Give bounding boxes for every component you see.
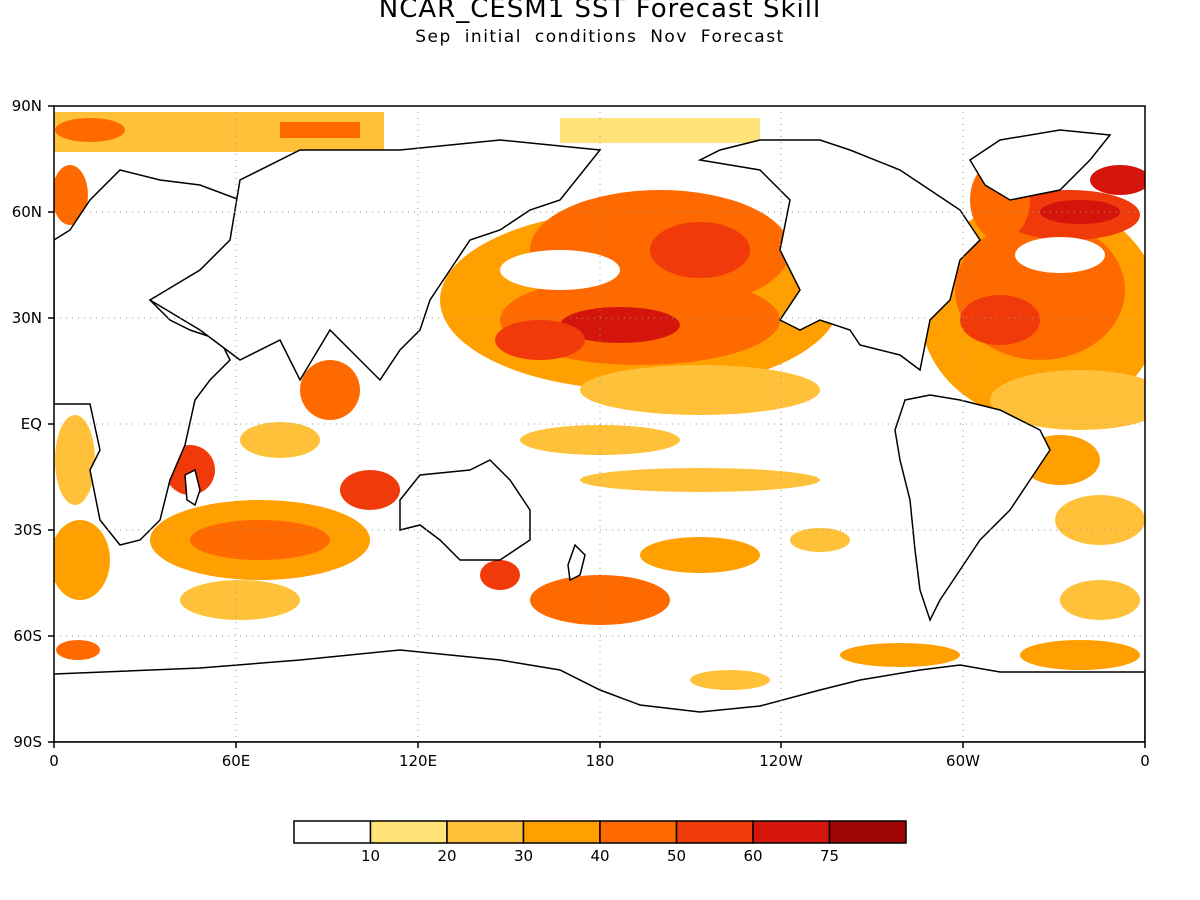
lat-label: 30N [12,309,42,327]
lat-label: 90S [13,733,42,751]
axis-ticks [48,105,1146,748]
colorbar-swatch [828,820,907,844]
colorbar-label: 10 [361,847,380,865]
colorbar-swatch [369,820,448,844]
skill-shading [54,112,1145,690]
north-pacific-skill [440,190,840,455]
colorbar-swatch [675,820,754,844]
colorbar-swatch [599,820,678,844]
eurasia [148,139,602,382]
colorbar-swatch [293,820,372,844]
lon-label: 180 [586,752,615,770]
lon-label: 60E [222,752,251,770]
greenland [968,129,1112,201]
colorbar-label: 50 [667,847,686,865]
lon-label: 120W [759,752,803,770]
lon-labels: 0 60E 120E 180 120W 60W 0 [49,752,1150,770]
colorbar-label: 60 [743,847,762,865]
lat-label: 60N [12,203,42,221]
atlantic-equatorial-skill [55,415,1145,545]
lon-label: 0 [1140,752,1150,770]
colorbar-swatch [446,820,525,844]
new-zealand [567,543,586,582]
lon-label: 60W [946,752,980,770]
madagascar [184,468,201,507]
colorbar-label: 20 [437,847,456,865]
australia [399,459,531,561]
colorbar-label: 40 [590,847,609,865]
lat-label: 90N [12,97,42,115]
indian-ocean-skill [150,360,400,620]
land-masses [54,129,1145,742]
lat-label: EQ [21,415,42,433]
colorbar: 10 20 30 40 50 60 75 [293,820,907,865]
colorbar-label: 75 [820,847,839,865]
north-atlantic-skill [920,190,1145,430]
map-subtitle: Sep initial conditions Nov Forecast [415,27,785,47]
lat-labels: 90N 60N 30N EQ 30S 60S 90S [12,97,42,751]
lat-label: 60S [13,627,42,645]
colorbar-swatch [522,820,601,844]
south-america [894,394,1051,622]
north-america [697,139,981,372]
map-title: NCAR_CESM1 SST Forecast Skill [378,0,822,24]
graticule [54,106,1145,742]
lon-label: 120E [399,752,437,770]
lon-label: 0 [49,752,59,770]
southern-skill [54,468,1140,690]
lat-label: 30S [13,521,42,539]
colorbar-label: 30 [514,847,533,865]
colorbar-swatch [752,820,831,844]
antarctica [54,649,1145,742]
